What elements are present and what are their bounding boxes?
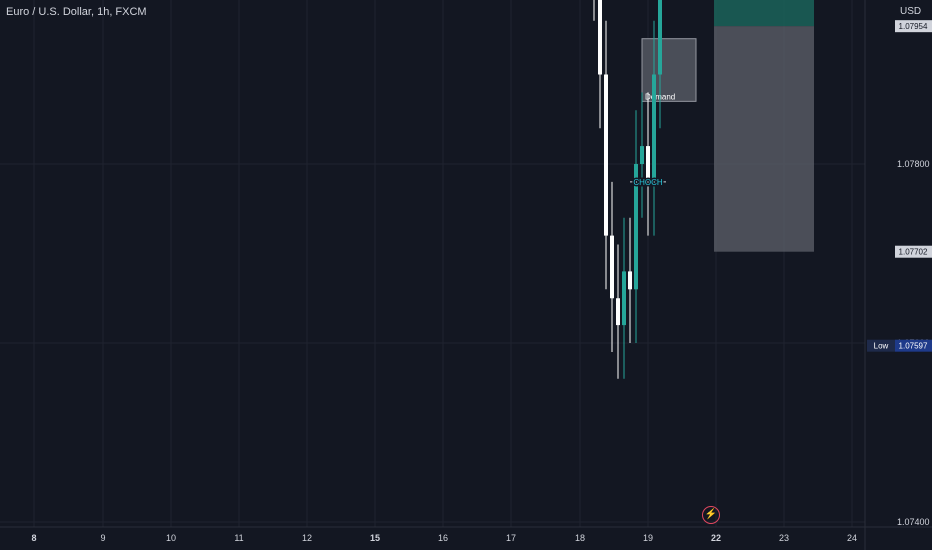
candle [634, 110, 638, 343]
candle [598, 0, 602, 129]
y-tick-label: 1.07400 [897, 517, 930, 527]
x-tick-label: 16 [438, 533, 448, 543]
low-price-value: 1.07597 [899, 342, 928, 351]
low-tag-label: Low [874, 342, 889, 351]
low-price-box [895, 339, 932, 352]
choch-label: CHOCH [633, 178, 663, 187]
candle [593, 0, 595, 21]
x-tick-label: 23 [779, 533, 789, 543]
candle [604, 20, 608, 290]
candle [622, 217, 626, 379]
candle [610, 181, 614, 352]
candle [640, 92, 644, 218]
x-tick-label: 12 [302, 533, 312, 543]
x-tick-label: 17 [506, 533, 516, 543]
x-tick-label: 15 [370, 533, 380, 543]
x-tick-label: 24 [847, 533, 857, 543]
candle [658, 0, 662, 129]
x-tick-label: 9 [100, 533, 105, 543]
currency-label: USD [900, 6, 922, 17]
target-zone [714, 0, 814, 27]
stop-price-box [895, 245, 932, 258]
y-tick-label: 1.07800 [897, 159, 930, 169]
x-tick-label: 19 [643, 533, 653, 543]
x-tick-label: 18 [575, 533, 585, 543]
x-tick-label: 11 [234, 533, 243, 543]
stop-zone [714, 26, 814, 252]
x-tick-label: 22 [711, 533, 721, 543]
flash-event-icon[interactable]: ⚡ [702, 506, 720, 524]
candle [652, 20, 656, 236]
candle [646, 92, 650, 236]
entry-price-value: 1.07954 [899, 22, 928, 31]
candle [616, 244, 620, 379]
x-tick-label: 10 [166, 533, 176, 543]
symbol-title[interactable]: Euro / U.S. Dollar, 1h, FXCM [6, 6, 147, 18]
entry-price-box [895, 20, 932, 33]
candle [628, 217, 632, 343]
low-tag [867, 339, 895, 352]
stop-price-value: 1.07702 [899, 248, 928, 257]
demand-zone [641, 38, 697, 102]
x-tick-label: 8 [31, 533, 36, 543]
